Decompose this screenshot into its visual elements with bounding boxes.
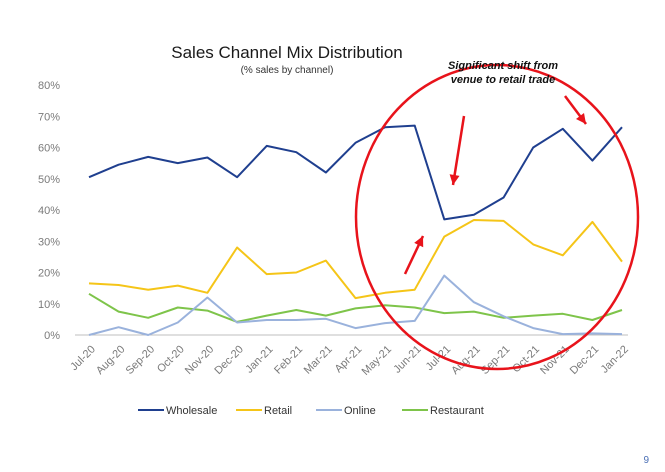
x-tick-label: Dec-20	[212, 343, 246, 377]
legend-label-wholesale: Wholesale	[166, 405, 217, 417]
y-tick-label: 40%	[38, 205, 60, 217]
arrow-shaft	[451, 115, 466, 186]
y-tick-label: 10%	[38, 299, 60, 311]
y-tick-label: 20%	[38, 268, 60, 280]
x-tick-label: Nov-20	[183, 343, 217, 377]
x-tick-label: Feb-21	[272, 343, 305, 376]
y-tick-label: 30%	[38, 236, 60, 248]
y-tick-label: 50%	[38, 174, 60, 186]
series-line-wholesale	[88, 124, 623, 221]
y-tick-label: 0%	[44, 330, 60, 342]
arrow-head	[576, 113, 586, 124]
x-tick-label: Jan-21	[243, 343, 275, 375]
series-line-restaurant	[88, 292, 623, 323]
x-tick-label: Sep-20	[124, 343, 158, 377]
legend: Wholesale Retail Online Restaurant	[138, 405, 484, 417]
x-tick-label: Oct-21	[510, 343, 542, 375]
x-tick-label: Oct-20	[155, 343, 187, 375]
y-axis: 0% 10% 20% 30% 40% 50% 60% 70% 80%	[38, 80, 60, 342]
legend-label-retail: Retail	[264, 405, 292, 417]
x-tick-label: Aug-20	[94, 343, 128, 377]
arrow-head	[414, 236, 424, 248]
series-lines	[88, 124, 623, 336]
annotation-line-1: Significant shift from	[448, 60, 558, 72]
y-tick-label: 70%	[38, 111, 60, 123]
x-tick-label: Aug-21	[449, 343, 483, 377]
series-line-retail	[88, 219, 623, 300]
x-tick-label: Jun-21	[391, 343, 423, 375]
y-tick-label: 60%	[38, 143, 60, 155]
x-tick-label: Mar-21	[302, 343, 335, 376]
legend-label-online: Online	[344, 405, 376, 417]
x-tick-label: Jan-22	[599, 343, 631, 375]
y-tick-label: 80%	[38, 80, 60, 92]
x-tick-label: Dec-21	[568, 343, 602, 377]
x-axis: Jul-20Aug-20Sep-20Oct-20Nov-20Dec-20Jan-…	[68, 334, 631, 378]
series-line-online	[88, 274, 623, 336]
annotation-arrows	[403, 95, 587, 275]
legend-label-restaurant: Restaurant	[430, 405, 484, 417]
annotation: Significant shift from venue to retail t…	[354, 60, 640, 371]
page-number: 9	[643, 455, 649, 466]
chart-subtitle: (% sales by channel)	[241, 65, 334, 76]
x-tick-label: May-21	[360, 343, 394, 377]
x-tick-label: Sep-21	[479, 343, 513, 377]
annotation-line-2: venue to retail trade	[451, 74, 556, 86]
arrow-head	[449, 174, 460, 185]
highlight-circle	[354, 63, 640, 371]
chart-title: Sales Channel Mix Distribution	[171, 43, 403, 62]
